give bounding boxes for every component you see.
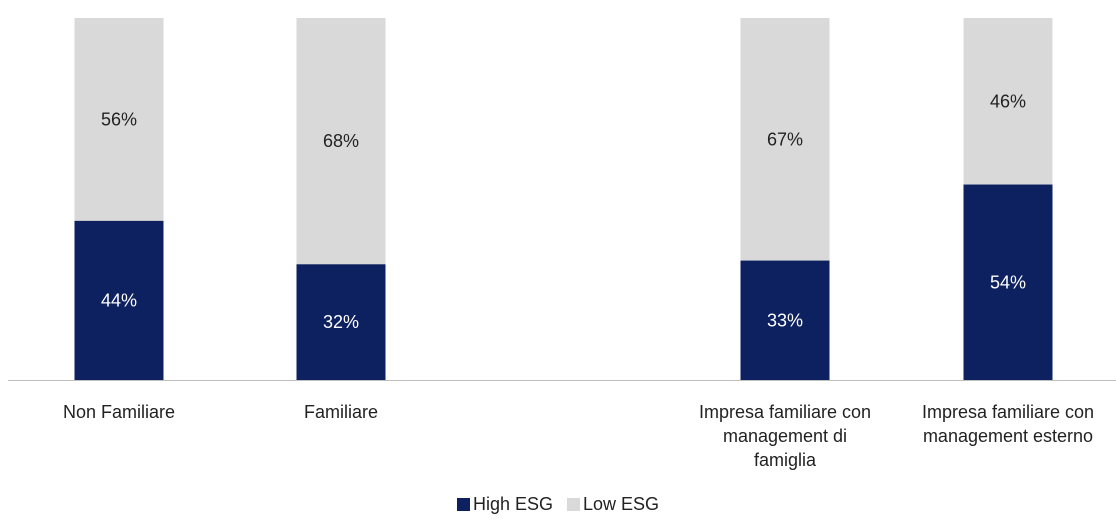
category-label-3: Impresa familiare con management esterno [921, 402, 1095, 446]
legend-label-0: High ESG [472, 494, 553, 514]
category-label-2: Impresa familiare con management di fami… [698, 402, 872, 470]
bar-low-esg-2 [740, 18, 830, 261]
category-label-0: Non Familiare [62, 402, 176, 422]
bar-low-esg-3 [963, 18, 1053, 185]
bar-high-esg-0 [74, 220, 164, 380]
data-label-low-esg-1: 68% [323, 131, 359, 151]
data-label-high-esg-2: 33% [767, 310, 803, 330]
data-label-low-esg-0: 56% [101, 109, 137, 129]
data-label-low-esg-3: 46% [990, 91, 1026, 111]
bar-low-esg-0 [74, 18, 164, 221]
bar-high-esg-3 [963, 184, 1053, 380]
data-label-high-esg-1: 32% [323, 312, 359, 332]
legend-label-1: Low ESG [583, 494, 660, 514]
data-label-high-esg-3: 54% [990, 272, 1026, 292]
legend-swatch-0 [456, 498, 470, 511]
category-label-1: Familiare [303, 402, 378, 422]
data-label-high-esg-0: 44% [101, 290, 137, 310]
legend: High ESG Low ESG [0, 494, 1116, 515]
bar-high-esg-2 [740, 260, 830, 380]
legend-item-low-esg: Low ESG [567, 494, 659, 515]
bar-high-esg-1 [296, 264, 386, 380]
legend-swatch-1 [567, 498, 580, 511]
legend-item-high-esg: High ESG [456, 494, 553, 515]
data-label-low-esg-2: 67% [767, 129, 803, 149]
bar-low-esg-1 [296, 18, 386, 265]
